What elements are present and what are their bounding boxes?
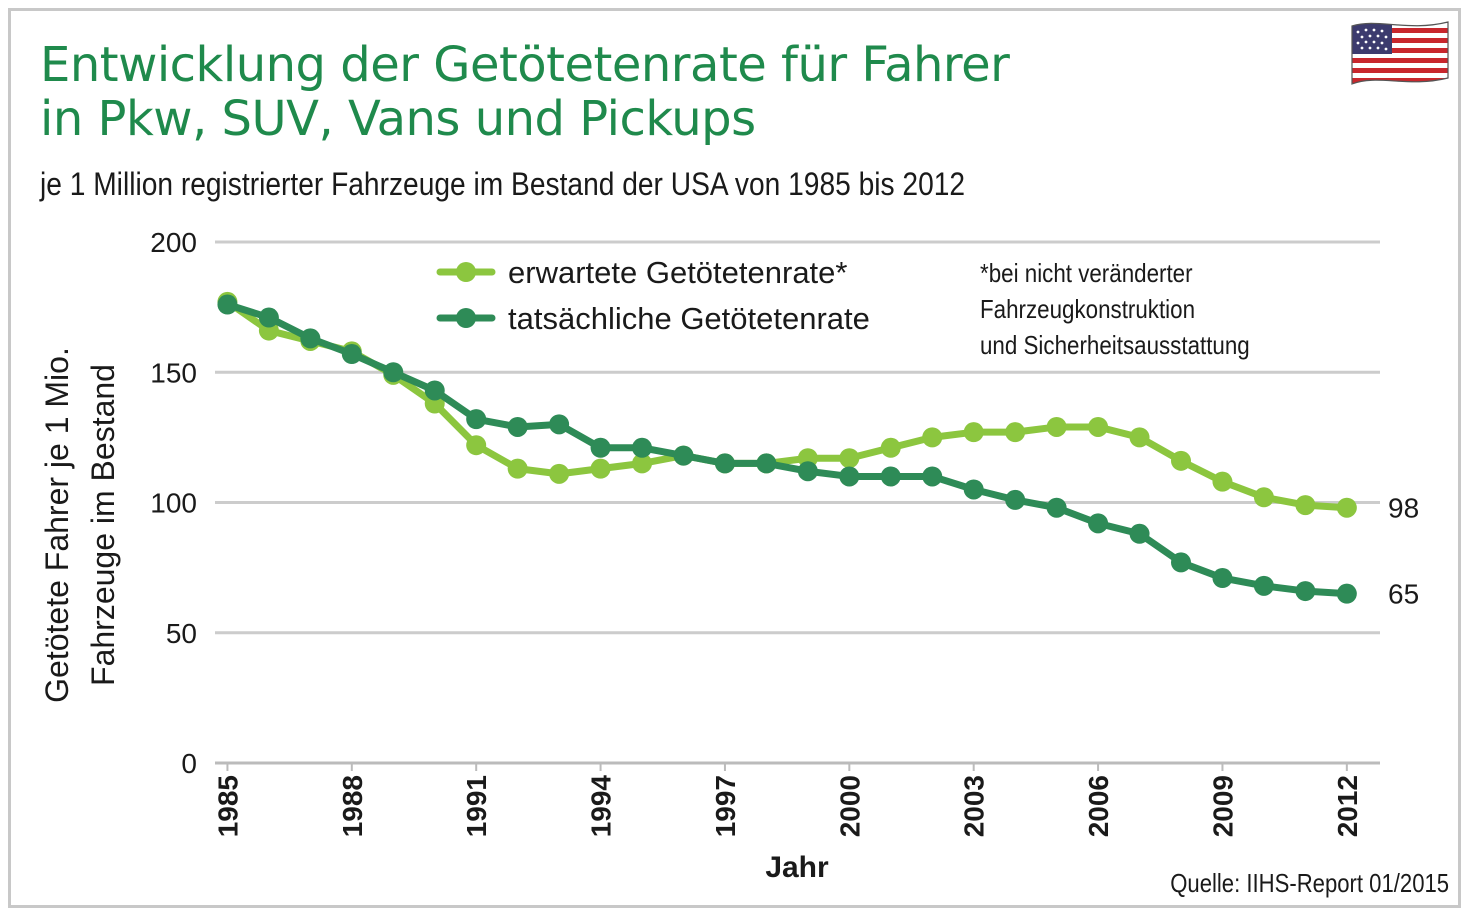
y-axis-label-line-1: Getötete Fahrer je 1 Mio. [39,347,75,703]
footnote-line-2: und Sicherheitsausstattung [980,330,1250,360]
y-tick-labels: 0 50 100 150 200 [150,227,197,779]
series-lines [217,291,1357,604]
data-point-0-2004 [1005,422,1026,443]
data-point-1-2009 [1212,568,1233,589]
data-point-1-2007 [1129,523,1150,544]
data-point-0-2002 [922,427,943,448]
y-axis-label-line-2: Fahrzeuge im Bestand [85,364,121,686]
legend-marker-1 [456,308,476,328]
data-point-0-2001 [880,437,901,458]
data-point-1-2000 [839,466,860,487]
x-tick-2009: 2009 [1207,775,1238,837]
end-labels: 98 65 [1388,493,1419,610]
data-point-0-2010 [1253,487,1274,508]
data-point-1-1995 [632,437,653,458]
data-point-1-1996 [673,445,694,466]
data-point-1-1994 [590,437,611,458]
data-point-1-1991 [466,409,487,430]
x-tick-1988: 1988 [337,775,368,837]
data-point-1-1985 [217,294,238,315]
y-tick-100: 100 [150,488,197,519]
x-tick-2006: 2006 [1083,775,1114,837]
data-point-1-1992 [507,416,528,437]
data-point-1-2003 [963,479,984,500]
series-line-1 [223,301,1351,598]
data-point-0-2011 [1295,495,1316,516]
x-tick-1994: 1994 [586,775,617,838]
data-point-1-1988 [341,344,362,365]
data-point-1-1986 [258,307,279,328]
legend-label-1: tatsächliche Getötetenrate [508,301,870,336]
y-axis-label: Getötete Fahrer je 1 Mio. Fahrzeuge im B… [39,347,121,703]
data-point-0-2005 [1046,416,1067,437]
us-flag-icon [1351,21,1449,85]
data-point-1-1999 [797,461,818,482]
data-point-1-1997 [714,453,735,474]
y-tick-0: 0 [181,748,197,779]
x-tick-2003: 2003 [959,775,990,837]
x-axis-label: Jahr [765,851,829,884]
x-tick-labels: 1985 1988 1991 1994 1997 2000 2003 2006 2009 2012 [212,763,1363,838]
data-point-0-2007 [1129,427,1150,448]
x-tick-1991: 1991 [461,775,492,837]
title-line-1: Entwicklung der Getötetenrate für Fahrer [40,37,1010,93]
data-point-1-2011 [1295,581,1316,602]
data-point-0-2012 [1336,497,1357,518]
chart-subtitle: je 1 Million registrierter Fahrzeuge im … [40,166,966,202]
footnote-line-1: *bei nicht veränderter Fahrzeugkonstrukt… [980,258,1196,324]
data-point-1-1987 [300,328,321,349]
end-label-0: 98 [1388,493,1419,524]
data-point-1-2005 [1046,497,1067,518]
data-point-0-2006 [1088,416,1109,437]
data-point-1-2012 [1336,583,1357,604]
footnote: *bei nicht veränderter Fahrzeugkonstrukt… [980,255,1402,363]
data-point-1-2006 [1088,513,1109,534]
series-line-0 [223,298,1351,512]
y-tick-150: 150 [150,357,197,388]
end-label-1: 65 [1388,579,1419,610]
x-tick-2000: 2000 [834,775,865,837]
data-point-1-2001 [880,466,901,487]
data-point-1-1993 [549,414,570,435]
title-line-2: in Pkw, SUV, Vans und Pickups [40,91,756,147]
data-point-1-2010 [1253,575,1274,596]
y-tick-200: 200 [150,227,197,258]
gridlines [215,240,1380,765]
data-point-0-1992 [507,458,528,479]
x-tick-2012: 2012 [1332,775,1363,837]
data-point-1-1989 [383,362,404,383]
data-point-0-1994 [590,458,611,479]
data-point-1-1990 [424,380,445,401]
data-point-0-1993 [549,463,570,484]
data-point-0-2008 [1170,450,1191,471]
data-point-0-2009 [1212,471,1233,492]
x-tick-1997: 1997 [710,775,741,837]
source-note: Quelle: IIHS-Report 01/2015 [1170,868,1449,898]
data-point-1-2002 [922,466,943,487]
legend-marker-0 [456,262,476,282]
chart-title: Entwicklung der Getötetenrate für Fahrer… [40,37,1010,147]
chart-frame [8,8,1461,908]
data-point-0-1991 [466,435,487,456]
legend: erwartete Getötetenrate* tatsächliche Get… [436,255,870,336]
data-point-0-2000 [839,448,860,469]
data-point-0-1995 [632,453,653,474]
data-point-0-2003 [963,422,984,443]
legend-label-0: erwartete Getötetenrate* [508,255,847,290]
data-point-1-1998 [756,453,777,474]
y-tick-50: 50 [166,618,197,649]
x-tick-1985: 1985 [212,775,243,837]
data-point-1-2004 [1005,489,1026,510]
data-point-1-2008 [1170,552,1191,573]
